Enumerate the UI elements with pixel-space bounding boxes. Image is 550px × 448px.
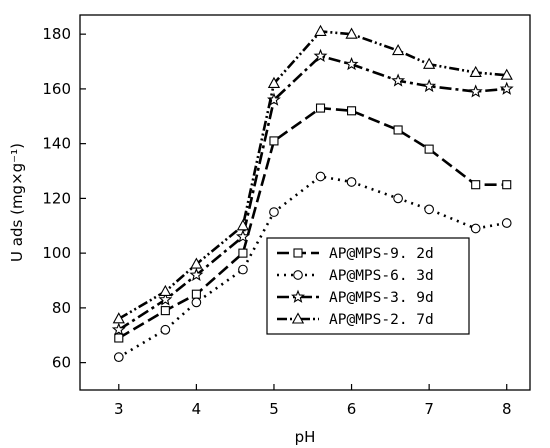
series-0 (114, 103, 512, 343)
x-axis-label: pH (295, 428, 316, 446)
series-line-1 (118, 175, 507, 359)
series-line-2 (118, 54, 507, 331)
series-0-point-6 (347, 106, 357, 116)
series-2-point-10 (499, 81, 514, 95)
series-1-point-10 (501, 218, 512, 228)
series-3-point-8 (423, 57, 436, 69)
series-0-point-3 (238, 248, 248, 258)
series-1-point-6 (346, 177, 357, 187)
series-2-point-3 (235, 229, 250, 243)
series-3-point-1 (159, 284, 172, 297)
series-2-point-9 (468, 84, 483, 98)
x-tick-label-5: 8 (502, 400, 512, 418)
x-tick-label-3: 6 (347, 400, 357, 418)
x-tick-label-0: 3 (114, 400, 124, 418)
x-tick-label-2: 5 (269, 400, 279, 418)
series-1-point-0 (113, 352, 124, 363)
series-1-point-4 (269, 207, 279, 217)
series-0-point-7 (393, 125, 403, 135)
series-2-point-8 (422, 78, 437, 93)
series-2-point-2 (189, 267, 204, 281)
legend-marker-2 (291, 289, 305, 303)
series-0-point-9 (471, 180, 481, 190)
legend-marker-0 (293, 248, 303, 258)
series-0-point-10 (502, 180, 512, 190)
x-tick-label-1: 4 (192, 400, 202, 418)
series-1-point-2 (191, 297, 202, 308)
series-layer (111, 24, 514, 363)
series-3-point-10 (500, 68, 513, 80)
y-tick-label-1: 80 (52, 299, 71, 317)
series-2 (111, 48, 514, 336)
series-0-point-4 (269, 136, 279, 146)
series-2-point-4 (267, 92, 281, 106)
axes: 3 4 5 6 7 8 60 80 100 120 140 160 180 (42, 14, 531, 418)
legend: AP@MPS-9. 2d AP@MPS-6. 3d AP@MPS-3. 9d AP@M… (266, 237, 470, 335)
series-1 (113, 171, 512, 363)
y-tick-label-5: 160 (42, 80, 71, 98)
series-1-point-5 (315, 171, 326, 182)
series-2-point-1 (158, 292, 173, 306)
series-1-point-8 (424, 204, 434, 215)
series-3-point-5 (314, 24, 327, 36)
series-1-point-1 (160, 324, 171, 335)
series-2-point-7 (391, 73, 406, 87)
y-axis-label: U ads (mg×g⁻¹) (8, 143, 26, 262)
series-2-point-0 (111, 322, 126, 336)
y-tick-label-0: 60 (52, 354, 71, 372)
series-0-point-0 (114, 333, 124, 343)
series-1-point-3 (238, 264, 248, 275)
x-tick-label-4: 7 (424, 400, 434, 418)
y-tick-label-3: 120 (42, 189, 71, 207)
y-tick-label-6: 180 (42, 25, 71, 43)
y-tick-label-2: 100 (42, 244, 71, 262)
series-2-point-6 (344, 56, 359, 71)
series-3-point-2 (190, 257, 203, 269)
series-2-point-5 (313, 48, 328, 62)
series-0-point-8 (424, 144, 434, 154)
legend-label-2: AP@MPS-3. 9d (329, 290, 434, 306)
series-1-point-7 (393, 193, 403, 204)
series-3-point-4 (267, 76, 281, 88)
series-0-point-2 (191, 289, 201, 299)
legend-label-0: AP@MPS-9. 2d (329, 246, 434, 262)
series-0-point-1 (160, 306, 170, 316)
series-3-point-6 (345, 27, 358, 39)
series-3-point-3 (236, 219, 250, 231)
series-0-point-5 (315, 103, 326, 113)
legend-label-1: AP@MPS-6. 3d (329, 268, 434, 284)
series-3-point-0 (112, 312, 125, 324)
series-1-point-9 (470, 223, 481, 234)
legend-marker-3 (291, 312, 305, 324)
legend-marker-1 (293, 270, 303, 280)
y-tick-label-4: 140 (42, 135, 71, 153)
series-3 (112, 24, 513, 324)
legend-label-3: AP@MPS-2. 7d (329, 312, 434, 328)
plot-frame (79, 14, 531, 391)
series-3-point-9 (469, 65, 482, 78)
series-3-point-7 (391, 43, 405, 56)
